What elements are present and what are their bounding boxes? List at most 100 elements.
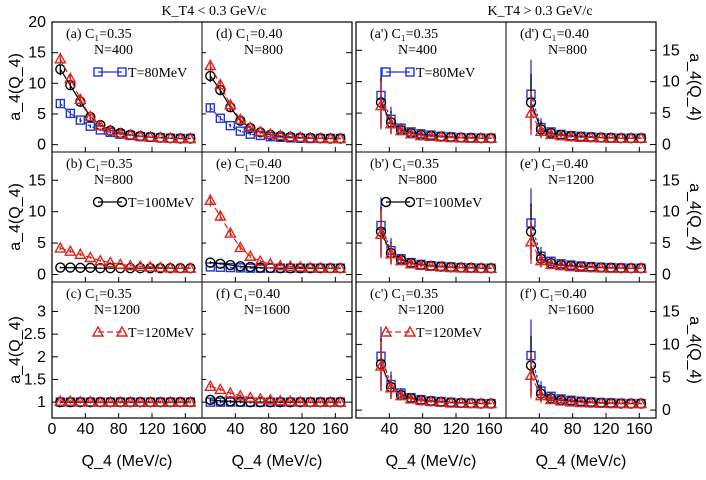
data-point: [254, 254, 267, 266]
data-point: [404, 392, 418, 404]
data-point: [614, 397, 628, 409]
data-point: [174, 261, 187, 273]
data-point: [444, 131, 458, 143]
y-tick-label: 15: [28, 45, 46, 62]
y-tick-label-right: 15: [662, 304, 680, 321]
series-T80: [526, 59, 646, 143]
legend-label: T=120MeV: [128, 326, 194, 341]
data-point: [134, 129, 147, 141]
data-point: [104, 124, 117, 136]
data-point: [154, 395, 167, 407]
data-point: [444, 396, 458, 408]
series-T120: [204, 193, 347, 273]
y-axis-label: a_4(Q_4): [7, 316, 24, 384]
data-point: [245, 129, 256, 139]
data-point: [254, 125, 267, 137]
data-point: [434, 130, 448, 142]
data-point: [314, 131, 327, 143]
data-point: [464, 131, 478, 143]
panel-n-label: N=1200: [398, 303, 444, 318]
data-point: [474, 131, 488, 143]
data-point: [414, 258, 428, 271]
panel-label: (a) C₁=0.35: [66, 27, 132, 42]
series-T80: [526, 319, 646, 409]
panel-f: [204, 379, 347, 408]
data-point: [75, 115, 86, 125]
legend-T120: T=120MeV: [379, 325, 482, 341]
series-line: [530, 112, 641, 139]
data-point: [624, 397, 638, 409]
panel-n-label: N=1200: [548, 173, 594, 188]
data-point: [235, 126, 246, 136]
series-T120: [524, 352, 648, 409]
panel-n-label: N=1600: [548, 303, 594, 318]
legend-label: T=120MeV: [416, 326, 482, 341]
data-point: [444, 261, 458, 273]
data-point: [144, 260, 157, 272]
data-point: [584, 396, 598, 408]
data-point: [294, 130, 307, 142]
series-T120: [374, 81, 498, 143]
data-point: [124, 259, 137, 271]
data-point: [424, 395, 438, 407]
panel-c: [54, 394, 197, 408]
data-point: [324, 132, 337, 144]
data-point: [184, 132, 197, 144]
data-point: [114, 127, 127, 139]
series-T120: [374, 210, 498, 273]
x-axis-label: Q_4 (MeV/c): [82, 453, 173, 470]
data-point: [574, 396, 588, 408]
panel-label: (e') C₁=0.40: [520, 157, 588, 172]
data-point: [74, 92, 87, 104]
legend-marker: [116, 196, 128, 208]
data-point: [205, 394, 216, 406]
panel-a: [54, 52, 197, 144]
data-point: [215, 113, 226, 123]
x-tick-label: 80: [414, 421, 432, 438]
data-point: [524, 235, 538, 247]
y-axis-label-right: a_4(Q_4): [686, 183, 703, 251]
legend-label: T=80MeV: [416, 66, 475, 81]
data-point: [614, 131, 628, 143]
data-point: [374, 359, 388, 371]
data-point: [584, 261, 598, 273]
panel-frames: [51, 21, 657, 419]
data-point: [84, 109, 97, 122]
y-tick-label: 1.5: [24, 371, 46, 388]
data-point: [534, 389, 548, 401]
series-T120: [54, 241, 197, 273]
panel-label: (f) C₁=0.40: [216, 287, 280, 302]
panel-n-label: N=800: [244, 43, 283, 58]
panel-d: [204, 59, 347, 144]
series-T120: [54, 394, 197, 407]
data-point: [554, 129, 568, 141]
data-point: [225, 120, 236, 131]
data-point: [294, 260, 307, 272]
data-point: [204, 59, 217, 71]
x-tick-label: 80: [564, 421, 582, 438]
data-point: [244, 391, 257, 403]
data-point: [225, 259, 236, 271]
legend-T80: T=80MeV: [381, 66, 475, 81]
y-tick-label: 15: [28, 172, 46, 189]
data-point: [94, 395, 107, 407]
panel-b-prime: [374, 197, 498, 274]
data-point: [224, 98, 237, 110]
data-point: [64, 244, 77, 256]
data-point: [634, 397, 648, 409]
y-tick-label: 2.5: [24, 326, 46, 343]
data-point: [324, 261, 337, 273]
legend-marker: [92, 196, 104, 208]
panel-f-prime: [524, 319, 648, 409]
y-axis-label: a_4(Q_4): [7, 183, 24, 251]
data-point: [564, 260, 578, 272]
data-point: [324, 395, 337, 407]
data-point: [145, 262, 156, 274]
panel-e: [204, 193, 347, 274]
data-point: [174, 395, 187, 407]
series-line: [60, 247, 191, 269]
data-point: [544, 393, 558, 405]
data-point: [634, 131, 648, 143]
data-point: [564, 395, 578, 407]
data-point: [264, 393, 277, 405]
